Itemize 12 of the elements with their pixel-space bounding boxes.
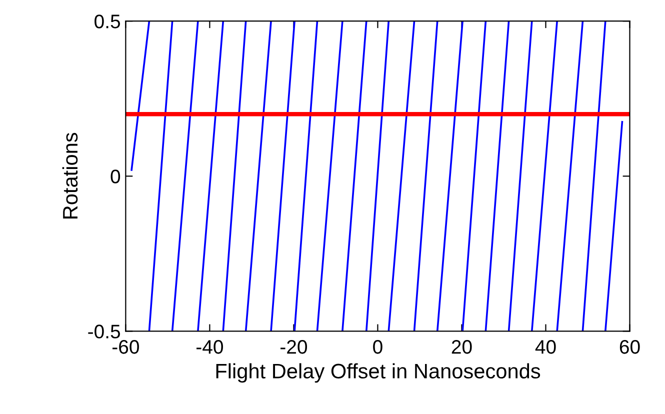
x-tick-label: 0 — [373, 340, 382, 354]
x-tick-label: 20 — [452, 340, 472, 354]
x-axis-title: Flight Delay Offset in Nanoseconds — [216, 363, 540, 383]
y-tick-label: -0.5 — [88, 324, 120, 338]
x-tick-label: 60 — [620, 340, 640, 354]
y-tick-label: 0.5 — [94, 14, 120, 28]
x-tick-label: 40 — [535, 340, 556, 354]
y-tick-label: 0 — [110, 170, 120, 184]
y-axis-title: Rotations — [62, 132, 78, 218]
x-tick-label: -60 — [112, 340, 139, 354]
x-tick-label: -40 — [196, 340, 223, 354]
x-tick-label: -20 — [280, 340, 307, 354]
